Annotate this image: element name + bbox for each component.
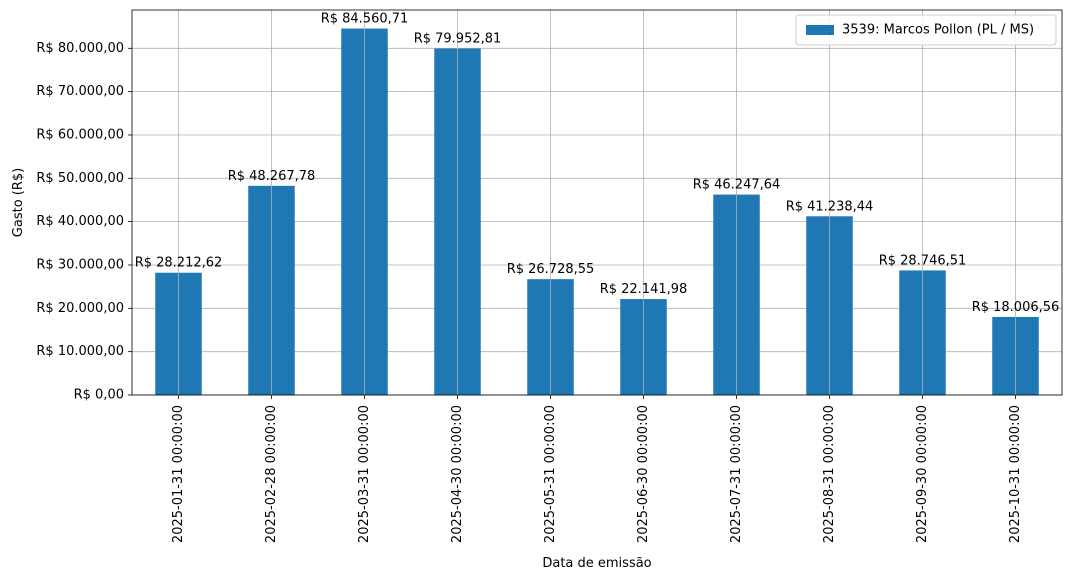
bar-value-label: R$ 26.728,55 — [507, 262, 595, 277]
x-tick-label: 2025-01-31 00:00:00 — [171, 405, 186, 543]
y-tick-label: R$ 30.000,00 — [36, 257, 124, 272]
bar-value-label: R$ 22.141,98 — [600, 282, 688, 297]
x-axis-ticks: 2025-01-31 00:00:00 2025-02-28 00:00:00 20… — [171, 395, 1023, 543]
y-tick-label: R$ 50.000,00 — [36, 171, 124, 186]
x-tick-label: 2025-09-30 00:00:00 — [915, 405, 930, 543]
x-axis-label: Data de emissão — [542, 556, 651, 571]
legend: 3539: Marcos Pollon (PL / MS) — [795, 14, 1057, 46]
y-axis-ticks: R$ 0,00 R$ 10.000,00 R$ 20.000,00 R$ 30.000… — [36, 41, 132, 403]
bar-value-label: R$ 28.212,62 — [135, 256, 223, 271]
bar-value-label: R$ 48.267,78 — [228, 169, 316, 184]
legend-box — [795, 14, 1057, 46]
y-tick-label: R$ 40.000,00 — [36, 214, 124, 229]
bar-value-label: R$ 46.247,64 — [693, 178, 781, 193]
x-tick-label: 2025-02-28 00:00:00 — [264, 405, 279, 543]
legend-label: 3539: Marcos Pollon (PL / MS) — [842, 23, 1034, 38]
y-tick-label: R$ 10.000,00 — [36, 344, 124, 359]
x-tick-label: 2025-04-30 00:00:00 — [450, 405, 465, 543]
y-tick-label: R$ 70.000,00 — [36, 84, 124, 99]
y-axis-label: Gasto (R$) — [11, 168, 26, 237]
bar-value-label: R$ 18.006,56 — [972, 300, 1060, 315]
bar-value-label: R$ 84.560,71 — [321, 12, 409, 27]
bar-value-label: R$ 41.238,44 — [786, 199, 874, 214]
bar-value-label: R$ 79.952,81 — [414, 32, 502, 47]
x-tick-label: 2025-05-31 00:00:00 — [543, 405, 558, 543]
x-tick-label: 2025-07-31 00:00:00 — [729, 405, 744, 543]
vertical-grid-lines — [178, 10, 1016, 395]
plot-frame — [131, 9, 1063, 396]
x-tick-label: 2025-06-30 00:00:00 — [636, 405, 651, 543]
y-tick-label: R$ 80.000,00 — [36, 41, 124, 56]
y-tick-label: R$ 20.000,00 — [36, 301, 124, 316]
data-labels: R$ 28.212,62 R$ 48.267,78 R$ 84.560,71 R$ 7… — [135, 12, 1060, 315]
x-tick-label: 2025-08-31 00:00:00 — [822, 405, 837, 543]
bar-value-label: R$ 28.746,51 — [879, 253, 967, 268]
x-tick-label: 2025-10-31 00:00:00 — [1008, 405, 1023, 543]
y-tick-label: R$ 60.000,00 — [36, 127, 124, 142]
legend-swatch — [806, 25, 834, 35]
y-tick-label: R$ 0,00 — [74, 388, 124, 403]
x-tick-label: 2025-03-31 00:00:00 — [357, 405, 372, 543]
